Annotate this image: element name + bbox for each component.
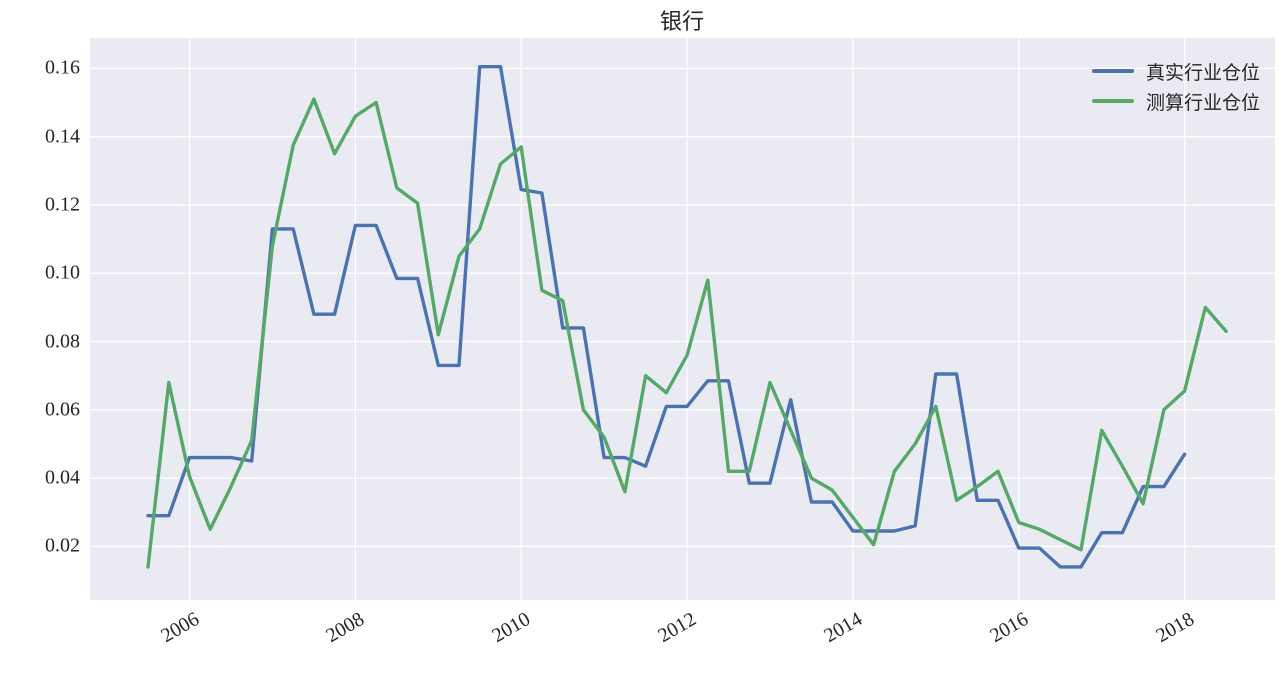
y-tick-label: 0.14 bbox=[45, 125, 80, 148]
series-lines bbox=[146, 64, 1228, 569]
legend: 真实行业仓位 测算行业仓位 bbox=[1091, 56, 1260, 116]
y-tick-label: 0.04 bbox=[45, 466, 80, 489]
y-tick-label: 0.08 bbox=[45, 330, 80, 353]
legend-label-actual: 真实行业仓位 bbox=[1145, 62, 1260, 84]
chart-title: 银行 bbox=[659, 9, 705, 34]
y-tick-label: 0.02 bbox=[45, 534, 80, 557]
legend-line-estimated-icon bbox=[1091, 99, 1134, 103]
legend-line-actual-icon bbox=[1091, 69, 1134, 73]
legend-item-estimated: 测算行业仓位 bbox=[1091, 86, 1260, 116]
legend-label-estimated: 测算行业仓位 bbox=[1145, 92, 1260, 114]
y-tick-label: 0.10 bbox=[45, 261, 80, 284]
y-tick-label: 0.16 bbox=[45, 56, 80, 79]
legend-item-actual: 真实行业仓位 bbox=[1091, 56, 1260, 86]
y-tick-label: 0.12 bbox=[45, 193, 80, 216]
y-tick-label: 0.06 bbox=[45, 398, 80, 421]
plot-background bbox=[90, 38, 1275, 600]
